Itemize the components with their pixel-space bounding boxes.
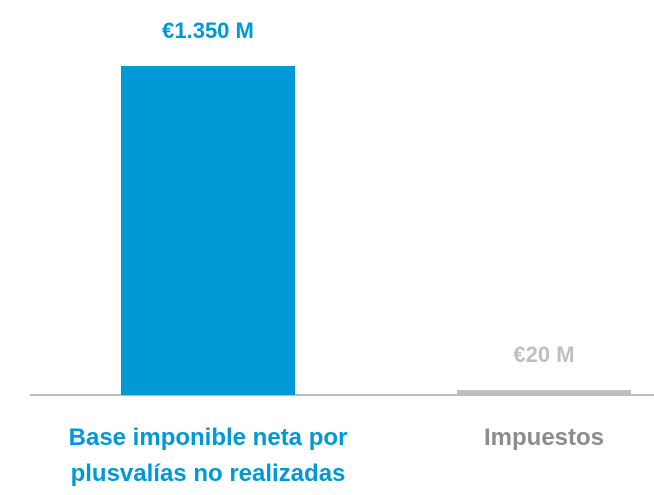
bar <box>457 390 631 395</box>
value-label: €1.350 M <box>162 18 254 43</box>
value-label: €20 M <box>513 342 574 367</box>
category-label: Impuestos <box>483 424 605 451</box>
bar <box>121 66 295 395</box>
category-label: Base imponible neta por plusvalías no re… <box>68 424 348 487</box>
